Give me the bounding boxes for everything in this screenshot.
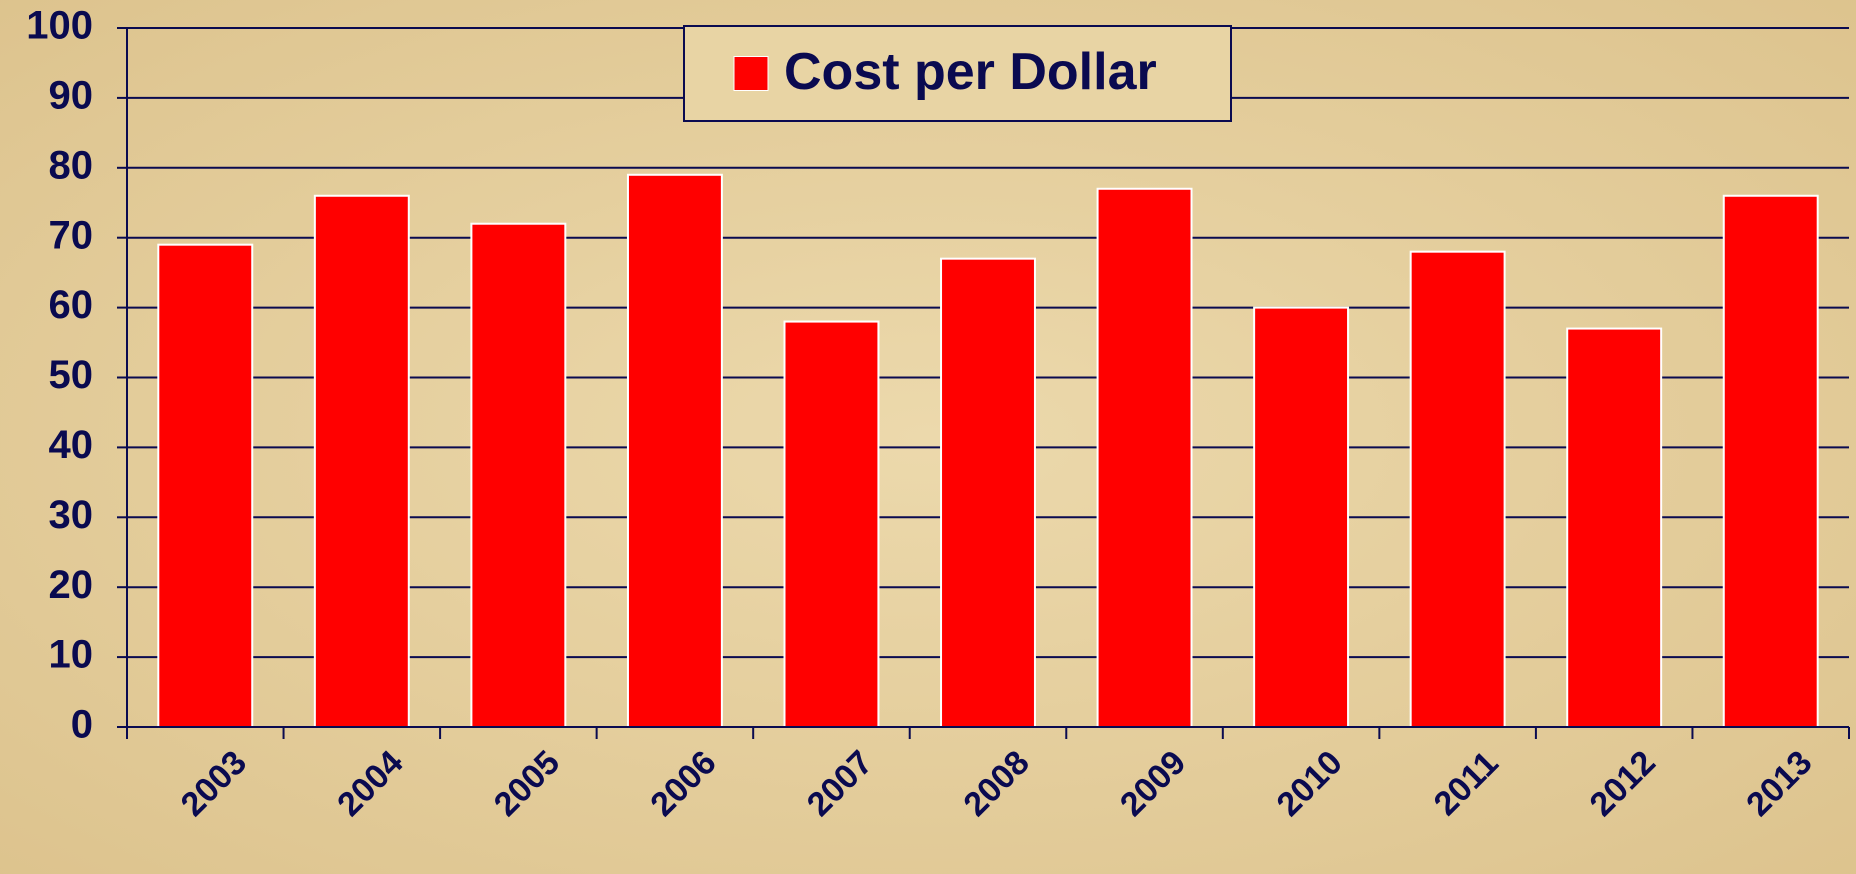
bar [940, 257, 1036, 728]
y-tick-label: 90 [49, 73, 94, 117]
y-tick-label: 40 [49, 423, 94, 467]
y-tick-label: 30 [49, 493, 94, 537]
y-tick-label: 0 [71, 703, 93, 747]
bar [626, 173, 723, 729]
y-tick-label: 70 [49, 213, 94, 257]
bar [1253, 306, 1350, 728]
y-tick-label: 20 [49, 563, 94, 607]
bar [157, 243, 254, 728]
y-tick-label: 60 [49, 283, 94, 327]
bar [1722, 194, 1819, 728]
y-tick-label: 100 [26, 4, 93, 48]
legend-box [683, 25, 1232, 122]
y-tick-label: 80 [49, 143, 94, 187]
y-tick-label: 50 [49, 353, 94, 397]
bar [1566, 327, 1663, 728]
bar [783, 320, 880, 728]
bar [1409, 250, 1506, 728]
bar [1096, 187, 1193, 728]
legend-swatch [733, 56, 769, 91]
legend-label: Cost per Dollar [784, 43, 1157, 101]
bar [313, 194, 410, 728]
y-tick-label: 10 [49, 633, 94, 677]
bar [470, 222, 567, 728]
